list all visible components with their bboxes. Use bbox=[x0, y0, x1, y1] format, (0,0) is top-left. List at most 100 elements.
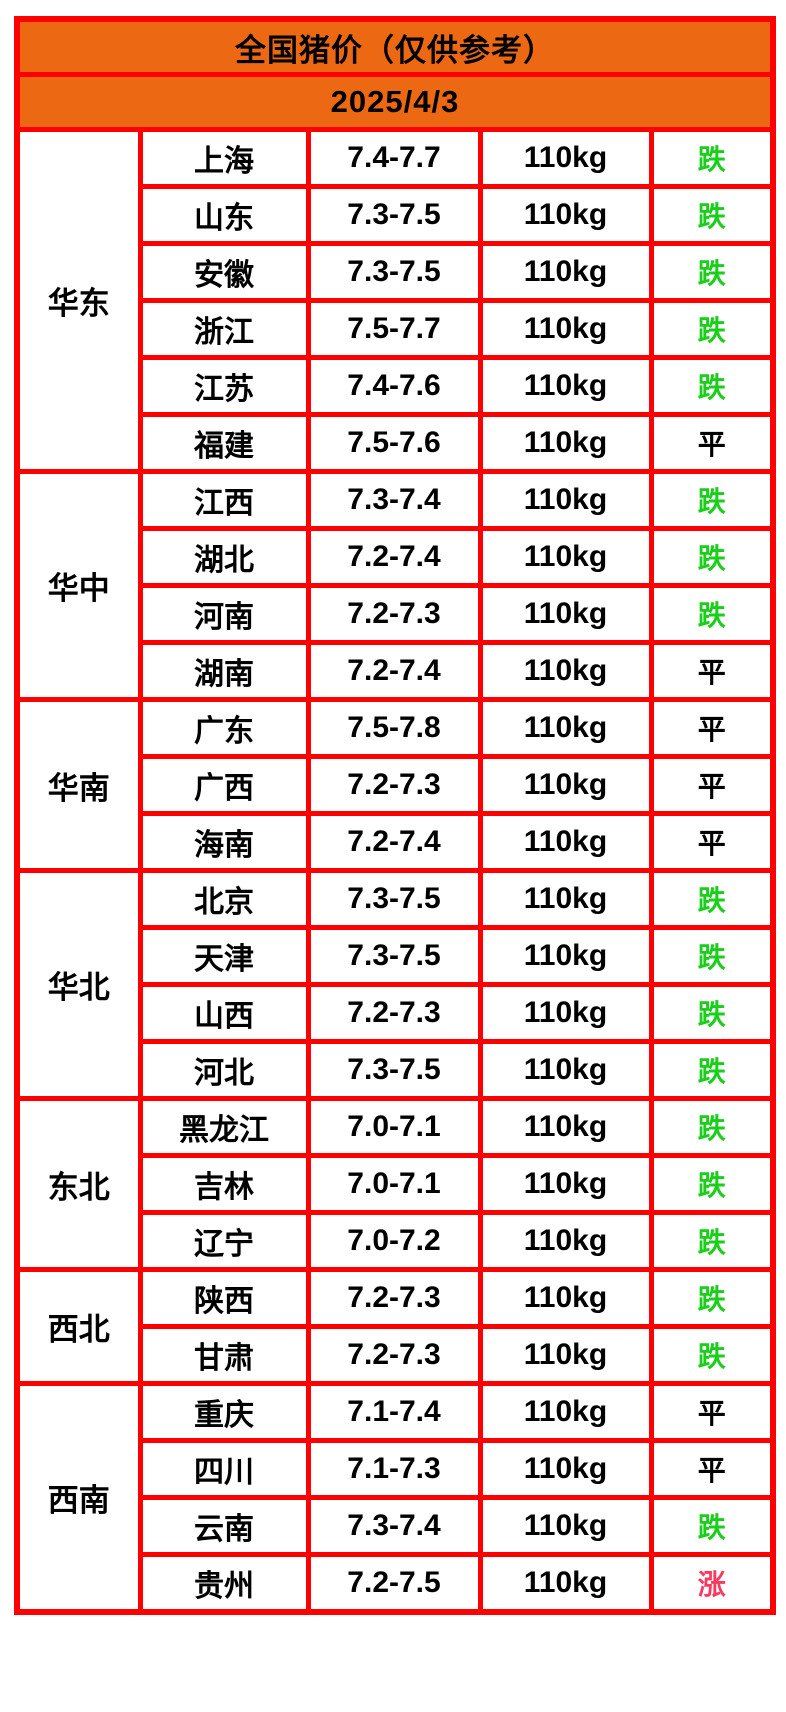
price-cell: 7.3-7.4 bbox=[305, 1495, 483, 1557]
table-row: 安徽 7.3-7.5 110kg 跌 bbox=[17, 241, 776, 303]
price-cell: 7.2-7.3 bbox=[305, 982, 483, 1044]
weight-cell: 110kg bbox=[477, 754, 654, 816]
province-cell: 江苏 bbox=[137, 355, 311, 417]
table-row: 西北 陕西 7.2-7.3 110kg 跌 bbox=[14, 1267, 776, 1386]
weight-cell: 110kg bbox=[477, 469, 654, 531]
price-cell: 7.0-7.2 bbox=[305, 1210, 483, 1272]
price-cell: 7.4-7.7 bbox=[305, 127, 483, 189]
table-row: 云南 7.3-7.4 110kg 跌 bbox=[17, 1495, 776, 1557]
province-cell: 北京 bbox=[137, 868, 311, 930]
weight-cell: 110kg bbox=[477, 298, 654, 360]
weight-cell: 110kg bbox=[477, 925, 654, 987]
price-cell: 7.0-7.1 bbox=[305, 1096, 483, 1158]
price-cell: 7.2-7.4 bbox=[305, 526, 483, 588]
province-cell: 福建 bbox=[137, 412, 311, 474]
price-cell: 7.1-7.3 bbox=[305, 1438, 483, 1500]
table-row: 广西 7.2-7.3 110kg 平 bbox=[17, 754, 776, 816]
province-cell: 四川 bbox=[137, 1438, 311, 1500]
status-cell: 跌 bbox=[648, 868, 776, 930]
weight-cell: 110kg bbox=[477, 868, 654, 930]
table-row: 吉林 7.0-7.1 110kg 跌 bbox=[17, 1153, 776, 1215]
table-row: 福建 7.5-7.6 110kg 平 bbox=[17, 412, 776, 474]
weight-cell: 110kg bbox=[477, 412, 654, 474]
province-cell: 吉林 bbox=[137, 1153, 311, 1215]
weight-cell: 110kg bbox=[477, 982, 654, 1044]
province-cell: 广西 bbox=[137, 754, 311, 816]
region-cell: 华中 bbox=[14, 469, 143, 702]
status-cell: 平 bbox=[648, 811, 776, 873]
province-cell: 湖南 bbox=[137, 640, 311, 702]
price-cell: 7.4-7.6 bbox=[305, 355, 483, 417]
date-row: 2025/4/3 bbox=[14, 72, 776, 132]
price-cell: 7.3-7.5 bbox=[305, 868, 483, 930]
table-row: 华中 江西 7.3-7.4 110kg 跌 bbox=[14, 469, 776, 702]
table-row: 贵州 7.2-7.5 110kg 涨 bbox=[17, 1552, 776, 1615]
weight-cell: 110kg bbox=[477, 1267, 654, 1329]
weight-cell: 110kg bbox=[477, 355, 654, 417]
weight-cell: 110kg bbox=[477, 184, 654, 246]
price-cell: 7.3-7.5 bbox=[305, 925, 483, 987]
table-row: 湖南 7.2-7.4 110kg 平 bbox=[17, 640, 776, 702]
status-cell: 跌 bbox=[648, 1039, 776, 1101]
province-cell: 安徽 bbox=[137, 241, 311, 303]
price-cell: 7.2-7.3 bbox=[305, 1324, 483, 1386]
price-cell: 7.5-7.8 bbox=[305, 697, 483, 759]
table-row: 华北 北京 7.3-7.5 110kg 跌 bbox=[14, 868, 776, 1101]
weight-cell: 110kg bbox=[477, 1495, 654, 1557]
status-cell: 跌 bbox=[648, 583, 776, 645]
province-cell: 湖北 bbox=[137, 526, 311, 588]
province-cell: 上海 bbox=[137, 127, 311, 189]
province-cell: 河南 bbox=[137, 583, 311, 645]
weight-cell: 110kg bbox=[477, 1096, 654, 1158]
province-cell: 辽宁 bbox=[137, 1210, 311, 1272]
table-row: 东北 黑龙江 7.0-7.1 110kg 跌 bbox=[14, 1096, 776, 1272]
table-row: 海南 7.2-7.4 110kg 平 bbox=[17, 811, 776, 873]
province-cell: 河北 bbox=[137, 1039, 311, 1101]
price-cell: 7.2-7.3 bbox=[305, 583, 483, 645]
price-cell: 7.3-7.5 bbox=[305, 1039, 483, 1101]
status-cell: 跌 bbox=[648, 355, 776, 417]
price-cell: 7.2-7.5 bbox=[305, 1552, 483, 1615]
table-row: 江苏 7.4-7.6 110kg 跌 bbox=[17, 355, 776, 417]
table-body: 华东 上海 7.4-7.7 110kg 跌山东 7.3-7.5 110kg 跌安徽 7.3-7.… bbox=[14, 127, 776, 1615]
table-row: 西南 重庆 7.1-7.4 110kg 平 bbox=[14, 1381, 776, 1615]
weight-cell: 110kg bbox=[477, 526, 654, 588]
price-cell: 7.2-7.4 bbox=[305, 640, 483, 702]
status-cell: 平 bbox=[648, 1438, 776, 1500]
province-cell: 山西 bbox=[137, 982, 311, 1044]
price-cell: 7.3-7.5 bbox=[305, 184, 483, 246]
status-cell: 平 bbox=[648, 412, 776, 474]
weight-cell: 110kg bbox=[477, 583, 654, 645]
table-row: 湖北 7.2-7.4 110kg 跌 bbox=[17, 526, 776, 588]
status-cell: 涨 bbox=[648, 1552, 776, 1615]
status-cell: 跌 bbox=[648, 1324, 776, 1386]
price-cell: 7.2-7.3 bbox=[305, 1267, 483, 1329]
table-row: 河北 7.3-7.5 110kg 跌 bbox=[17, 1039, 776, 1101]
price-cell: 7.2-7.3 bbox=[305, 754, 483, 816]
title-row: 全国猪价（仅供参考） bbox=[14, 16, 776, 77]
status-cell: 跌 bbox=[648, 1096, 776, 1158]
province-cell: 海南 bbox=[137, 811, 311, 873]
province-cell: 甘肃 bbox=[137, 1324, 311, 1386]
status-cell: 跌 bbox=[648, 1267, 776, 1329]
price-cell: 7.1-7.4 bbox=[305, 1381, 483, 1443]
status-cell: 跌 bbox=[648, 184, 776, 246]
region-cell: 西南 bbox=[14, 1381, 143, 1615]
table-row: 天津 7.3-7.5 110kg 跌 bbox=[17, 925, 776, 987]
status-cell: 跌 bbox=[648, 241, 776, 303]
province-cell: 广东 bbox=[137, 697, 311, 759]
table-row: 山东 7.3-7.5 110kg 跌 bbox=[17, 184, 776, 246]
table-row: 华东 上海 7.4-7.7 110kg 跌 bbox=[14, 127, 776, 474]
status-cell: 跌 bbox=[648, 1495, 776, 1557]
status-cell: 跌 bbox=[648, 526, 776, 588]
price-cell: 7.3-7.5 bbox=[305, 241, 483, 303]
region-cell: 华北 bbox=[14, 868, 143, 1101]
weight-cell: 110kg bbox=[477, 1381, 654, 1443]
status-cell: 跌 bbox=[648, 298, 776, 360]
table-row: 浙江 7.5-7.7 110kg 跌 bbox=[17, 298, 776, 360]
province-cell: 江西 bbox=[137, 469, 311, 531]
weight-cell: 110kg bbox=[477, 241, 654, 303]
region-cell: 西北 bbox=[14, 1267, 143, 1386]
status-cell: 跌 bbox=[648, 127, 776, 189]
status-cell: 跌 bbox=[648, 982, 776, 1044]
